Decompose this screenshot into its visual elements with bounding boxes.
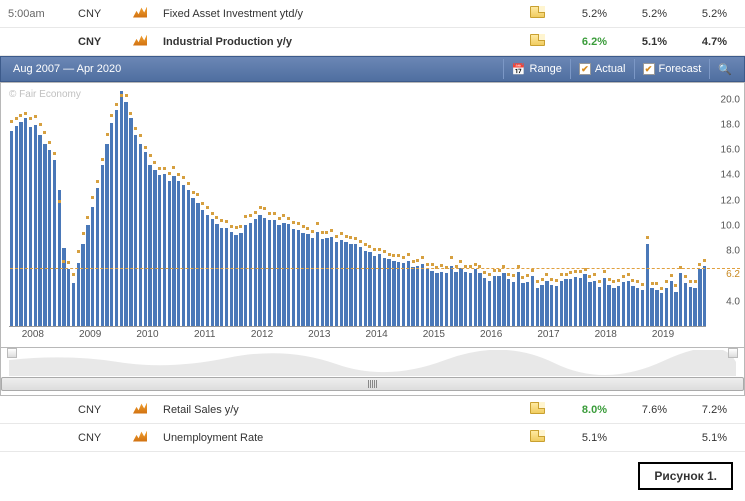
- search-button[interactable]: 🔍: [709, 59, 740, 79]
- search-icon: 🔍: [718, 63, 732, 76]
- event-row[interactable]: CNY Retail Sales y/y 8.0%7.6%7.2%: [0, 396, 745, 424]
- x-axis-labels: 2008200920102011201220132014201520162017…: [9, 329, 706, 345]
- range-icon: 📅: [512, 63, 526, 76]
- event-currency: CNY: [78, 8, 133, 20]
- actual-value: 6.2%: [557, 36, 617, 48]
- event-currency: CNY: [78, 404, 133, 416]
- impact-icon: [133, 35, 163, 49]
- forecast-toggle[interactable]: ✔Forecast: [634, 59, 710, 79]
- impact-icon: [133, 431, 163, 445]
- actual-value: 5.1%: [557, 432, 617, 444]
- event-name: Retail Sales y/y: [163, 404, 517, 416]
- chart-panel: © Fair Economy 4.08.010.012.014.016.018.…: [0, 82, 745, 348]
- previous-value: 7.2%: [677, 404, 737, 416]
- slider-handle-right[interactable]: [728, 348, 738, 358]
- actual-value: 8.0%: [557, 404, 617, 416]
- range-slider[interactable]: [0, 348, 745, 396]
- previous-value: 5.2%: [677, 8, 737, 20]
- event-rows-top: 5:00amCNYFixed Asset Investment ytd/y5.2…: [0, 0, 745, 56]
- detail-icon[interactable]: [517, 34, 557, 49]
- checkbox-icon: ✔: [579, 63, 591, 75]
- chart-plot-area: [9, 87, 706, 327]
- event-row[interactable]: 5:00amCNY Fixed Asset Investment ytd/y 5.2…: [0, 0, 745, 28]
- detail-icon[interactable]: [517, 430, 557, 445]
- event-row[interactable]: CNY Industrial Production y/y 6.2%5.1%4.7%: [0, 28, 745, 56]
- event-name: Industrial Production y/y: [163, 36, 517, 48]
- actual-value: 5.2%: [557, 8, 617, 20]
- y-axis-labels: 4.08.010.012.014.016.018.020.06.2: [710, 87, 744, 327]
- detail-icon[interactable]: [517, 6, 557, 21]
- range-button[interactable]: 📅Range: [503, 59, 570, 79]
- date-range-title: Aug 2007 — Apr 2020: [5, 63, 503, 75]
- forecast-value: 5.2%: [617, 8, 677, 20]
- detail-icon[interactable]: [517, 402, 557, 417]
- previous-value: 5.1%: [677, 432, 737, 444]
- previous-value: 4.7%: [677, 36, 737, 48]
- figure-caption: Рисунок 1.: [638, 462, 733, 490]
- event-time: 5:00am: [8, 8, 78, 20]
- slider-handle-left[interactable]: [7, 348, 17, 358]
- event-rows-bottom: CNY Retail Sales y/y 8.0%7.6%7.2% CNY Unempl…: [0, 396, 745, 452]
- chart-toolbar: Aug 2007 — Apr 2020 📅Range ✔Actual ✔Fore…: [0, 56, 745, 82]
- event-row[interactable]: CNY Unemployment Rate 5.1% 5.1%: [0, 424, 745, 452]
- event-currency: CNY: [78, 432, 133, 444]
- impact-icon: [133, 403, 163, 417]
- event-currency: CNY: [78, 36, 133, 48]
- checkbox-icon: ✔: [643, 63, 655, 75]
- slider-track[interactable]: [1, 377, 744, 391]
- forecast-value: 7.6%: [617, 404, 677, 416]
- actual-toggle[interactable]: ✔Actual: [570, 59, 634, 79]
- event-name: Fixed Asset Investment ytd/y: [163, 8, 517, 20]
- event-name: Unemployment Rate: [163, 432, 517, 444]
- forecast-value: 5.1%: [617, 36, 677, 48]
- impact-icon: [133, 7, 163, 21]
